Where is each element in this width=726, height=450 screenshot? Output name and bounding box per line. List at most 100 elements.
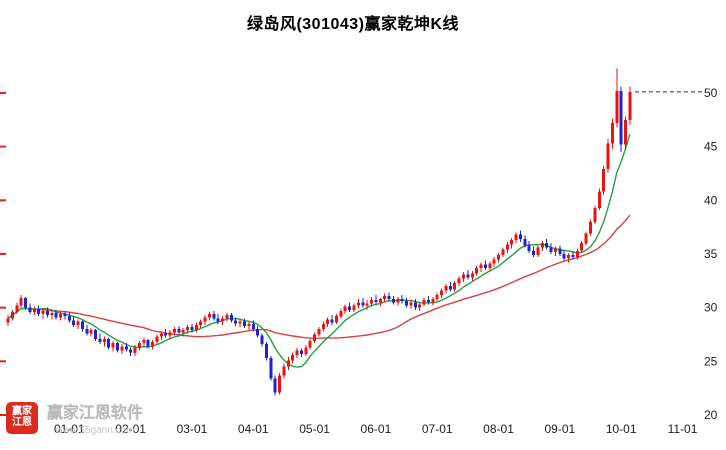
candle-body [505, 244, 509, 250]
candle-body [405, 301, 409, 306]
candle-body [6, 318, 10, 323]
candle-body [567, 255, 571, 259]
candle-body [374, 300, 378, 303]
candle-body [116, 343, 119, 351]
candle-body [435, 294, 439, 300]
candle-body [497, 255, 500, 260]
y-axis-label: 20 [704, 408, 718, 422]
candle-body [124, 346, 128, 350]
candle-body [54, 313, 58, 318]
candle-body [137, 343, 141, 348]
candle-body [19, 298, 23, 306]
candle-body [72, 320, 76, 325]
candle-body [63, 314, 67, 317]
candle-body [400, 299, 404, 302]
candle-body [589, 221, 592, 234]
candle-body [562, 254, 566, 259]
candle-body [89, 330, 93, 334]
watermark: 赢家 江恩 赢家江恩软件 www.55gann.com [6, 399, 143, 436]
candle-body [352, 305, 356, 310]
candle-body [278, 375, 281, 393]
candle-body [536, 247, 540, 255]
candle-body [549, 247, 553, 252]
candle-body [295, 350, 299, 355]
candle-body [133, 347, 137, 353]
candle-body [203, 317, 207, 322]
candle-body [321, 323, 325, 330]
candle-body [335, 316, 338, 323]
candle-body [383, 295, 387, 299]
candle-body [453, 283, 457, 290]
candle-body [282, 366, 286, 376]
candle-body [164, 333, 168, 336]
candle-body [76, 321, 80, 325]
candle-body [356, 302, 360, 306]
candle-body [584, 233, 588, 244]
candle-body [247, 323, 251, 326]
candle-body [208, 314, 211, 318]
candle-body [413, 302, 417, 308]
candle-body [177, 329, 181, 333]
candle-body [628, 91, 632, 120]
candle-body [190, 327, 194, 331]
candle-body [243, 321, 246, 326]
candle-body [159, 333, 163, 337]
candle-body [172, 329, 176, 333]
candle-body [396, 299, 400, 303]
candle-body [431, 299, 435, 303]
candle-body [427, 300, 430, 303]
candle-body [540, 243, 544, 248]
candle-body [120, 346, 124, 351]
candle-body [571, 255, 575, 258]
candle-body [32, 308, 36, 312]
candle-body [457, 278, 461, 283]
candle-body [370, 300, 373, 304]
candle-body [81, 321, 84, 330]
candle-body [28, 307, 32, 312]
candle-body [343, 306, 347, 311]
x-axis-label: 03-01 [177, 422, 208, 436]
candle-body [523, 238, 527, 246]
candle-body [466, 274, 470, 278]
x-axis-label: 10-01 [606, 422, 637, 436]
candle-body [593, 207, 597, 222]
candle-body [575, 250, 579, 258]
candle-body [129, 349, 133, 353]
x-axis-label: 05-01 [299, 422, 330, 436]
candle-body [391, 299, 395, 303]
ma-fast-line [7, 134, 631, 368]
candle-body [606, 143, 610, 170]
candle-body [286, 360, 290, 367]
candle-body [221, 318, 225, 322]
candle-body [448, 286, 452, 290]
y-axis-label: 25 [704, 354, 718, 368]
candle-body [304, 347, 308, 354]
candle-body [41, 310, 45, 315]
candle-body [264, 344, 268, 359]
candle-body [251, 323, 255, 330]
candle-body [554, 248, 557, 252]
candle-body [238, 321, 242, 324]
watermark-vendor-name: 赢家江恩软件 [47, 405, 144, 422]
candle-body [37, 308, 41, 315]
candle-body [409, 302, 413, 306]
y-axis-label: 35 [704, 247, 718, 261]
candle-body [102, 338, 106, 342]
candle-body [339, 310, 343, 317]
candle-body [483, 264, 487, 268]
candle-body [444, 286, 448, 291]
candle-body [558, 248, 562, 254]
candle-body [24, 298, 27, 308]
candle-body [488, 263, 492, 268]
candle-body [597, 191, 601, 208]
candle-body [142, 339, 146, 344]
chart-title: 绿岛风(301043)赢家乾坤K线 [246, 16, 460, 33]
candle-body [111, 343, 115, 348]
candles-group [6, 68, 632, 396]
candle-body [85, 329, 89, 334]
candle-body [510, 240, 514, 245]
candle-body [229, 315, 233, 321]
candle-body [67, 316, 71, 321]
candle-body [440, 290, 444, 295]
